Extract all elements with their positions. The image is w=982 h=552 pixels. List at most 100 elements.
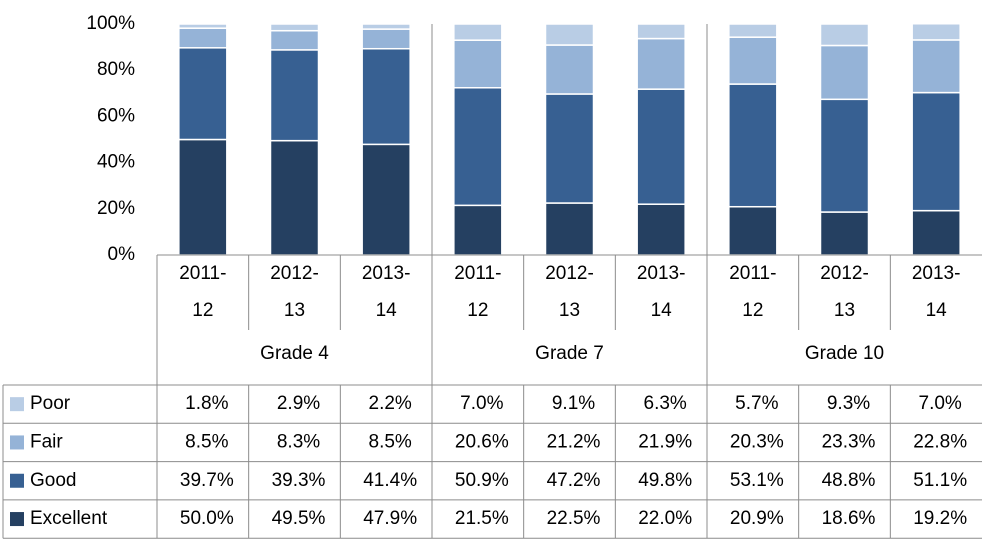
bar-segment — [269, 23, 320, 32]
x-tick-label: 2013-14 — [361, 263, 411, 321]
table-value: 5.7% — [735, 393, 778, 414]
x-tick-label: 2011-12 — [454, 263, 502, 321]
bar-segment — [636, 203, 686, 256]
table-value: 22.5% — [547, 508, 601, 529]
bar-segment — [453, 39, 503, 89]
bar-segment — [178, 138, 228, 256]
table-value: 21.2% — [547, 431, 601, 452]
legend-label: Fair — [30, 431, 63, 452]
x-tick-label: 2013-14 — [636, 263, 686, 321]
bar-segment — [544, 23, 595, 46]
legend-swatch — [10, 435, 24, 450]
bar-segment — [361, 143, 411, 256]
y-tick-label: 20% — [97, 198, 135, 219]
bar-segment — [911, 39, 961, 94]
table-value: 47.2% — [547, 470, 601, 491]
table-value: 21.9% — [638, 431, 692, 452]
table-value: 8.5% — [369, 431, 412, 452]
table-value: 39.3% — [272, 470, 326, 491]
bar-segment — [178, 27, 228, 49]
table-value: 50.0% — [180, 508, 234, 529]
table-value: 20.9% — [730, 508, 784, 529]
table-value: 7.0% — [460, 393, 503, 414]
bar-segment — [269, 139, 320, 256]
legend-swatch — [10, 397, 24, 412]
y-tick-label: 100% — [86, 13, 135, 34]
table-value: 48.8% — [822, 470, 876, 491]
bar-segment — [728, 23, 778, 38]
bar-segment — [819, 98, 870, 213]
table-value: 41.4% — [363, 470, 417, 491]
bar-segment — [636, 23, 686, 40]
bar-segment — [911, 91, 961, 212]
table-value: 9.1% — [552, 393, 595, 414]
bar-segment — [453, 204, 503, 256]
legend-swatch — [10, 512, 24, 527]
table-value: 23.3% — [822, 431, 876, 452]
table-value: 9.3% — [827, 393, 870, 414]
bar-segment — [728, 205, 778, 256]
y-tick-label: 40% — [97, 152, 135, 173]
table-value: 22.0% — [638, 508, 692, 529]
bar-segment — [636, 37, 686, 90]
bar-segment — [544, 202, 595, 256]
bar-segment — [544, 93, 595, 204]
bar-segment — [636, 88, 686, 205]
table-value: 1.8% — [185, 393, 228, 414]
bar-segment — [361, 23, 411, 30]
bar-segment — [361, 47, 411, 146]
table-value: 20.3% — [730, 431, 784, 452]
table-value: 53.1% — [730, 470, 784, 491]
y-tick-label: 60% — [97, 105, 135, 126]
bar-segment — [819, 44, 870, 101]
group-label: Grade 10 — [805, 343, 884, 364]
legend-label: Excellent — [30, 508, 108, 529]
bar-segment — [728, 83, 778, 208]
table-value: 8.3% — [277, 431, 320, 452]
bar-segment — [178, 47, 228, 141]
table-value: 2.2% — [369, 393, 412, 414]
bar-segment — [911, 209, 961, 256]
table-value: 22.8% — [913, 431, 967, 452]
x-tick-label: 2012-13 — [820, 263, 869, 321]
bar-segment — [544, 44, 595, 95]
table-value: 39.7% — [180, 470, 234, 491]
legend-label: Good — [30, 470, 76, 491]
table-value: 19.2% — [913, 508, 967, 529]
table-value: 49.8% — [638, 470, 692, 491]
x-tick-label: 2011-12 — [179, 263, 227, 321]
x-tick-label: 2011-12 — [729, 263, 777, 321]
table-value: 49.5% — [272, 508, 326, 529]
table-value: 21.5% — [455, 508, 509, 529]
group-label: Grade 4 — [260, 343, 329, 364]
table-value: 18.6% — [822, 508, 876, 529]
table-value: 47.9% — [363, 508, 417, 529]
bar-segment — [178, 23, 228, 29]
bar-segment — [819, 211, 870, 256]
bar-segment — [728, 36, 778, 85]
table-value: 7.0% — [919, 393, 962, 414]
bar-segment — [819, 23, 870, 47]
bar-segment — [453, 87, 503, 207]
table-value: 51.1% — [913, 470, 967, 491]
bar-segment — [269, 29, 320, 51]
y-tick-label: 80% — [97, 59, 135, 80]
table-value: 20.6% — [455, 431, 509, 452]
bar-segment — [361, 28, 411, 50]
x-tick-label: 2012-13 — [270, 263, 319, 321]
table-value: 50.9% — [455, 470, 509, 491]
table-value: 6.3% — [644, 393, 687, 414]
legend-swatch — [10, 473, 24, 488]
bar-segment — [453, 23, 503, 41]
bar-segment — [269, 49, 320, 142]
table-value: 2.9% — [277, 393, 320, 414]
table-value: 8.5% — [185, 431, 228, 452]
x-tick-label: 2013-14 — [911, 263, 961, 321]
x-tick-label: 2012-13 — [545, 263, 594, 321]
y-tick-label: 0% — [108, 244, 136, 265]
group-label: Grade 7 — [535, 343, 604, 364]
bar-segment — [911, 23, 961, 41]
legend-label: Poor — [30, 393, 71, 414]
